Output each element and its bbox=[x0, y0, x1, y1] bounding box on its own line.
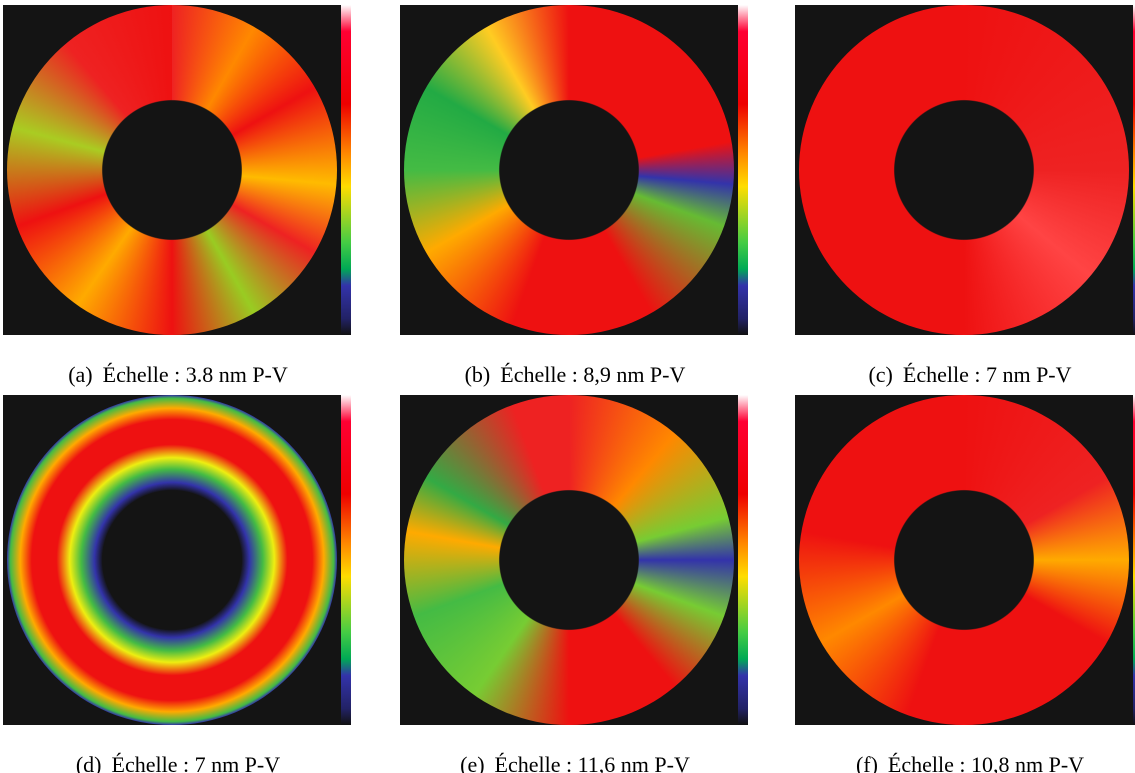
color-scale bbox=[738, 5, 748, 335]
color-scale bbox=[341, 5, 351, 335]
panel: (e) Échelle : 11,6 nm P-V bbox=[400, 395, 760, 773]
annulus bbox=[799, 5, 1129, 335]
panel-label: (c) bbox=[868, 362, 893, 387]
annulus bbox=[7, 395, 337, 725]
panel-label: (f) bbox=[855, 752, 878, 773]
color-scale bbox=[341, 395, 351, 725]
annulus bbox=[7, 5, 337, 335]
surface-map bbox=[400, 395, 738, 725]
color-scale bbox=[738, 395, 748, 725]
caption-text: Échelle : 10,8 nm P-V bbox=[887, 752, 1085, 773]
surface-map bbox=[3, 5, 341, 335]
caption: (d) Échelle : 7 nm P-V bbox=[3, 752, 353, 773]
panel-label: (e) bbox=[460, 752, 485, 773]
caption: (e) Échelle : 11,6 nm P-V bbox=[400, 752, 750, 773]
panel: (a) Échelle : 3.8 nm P-V bbox=[3, 5, 363, 390]
panel: (c) Échelle : 7 nm P-V bbox=[795, 5, 1135, 390]
annulus bbox=[404, 395, 734, 725]
caption-text: Échelle : 7 nm P-V bbox=[111, 752, 281, 773]
panel-label: (d) bbox=[75, 752, 102, 773]
caption-text: Échelle : 3.8 nm P-V bbox=[102, 362, 288, 387]
caption: (f) Échelle : 10,8 nm P-V bbox=[795, 752, 1135, 773]
caption: (b) Échelle : 8,9 nm P-V bbox=[400, 362, 750, 388]
caption-text: Échelle : 8,9 nm P-V bbox=[500, 362, 686, 387]
surface-map bbox=[3, 395, 341, 725]
caption: (a) Échelle : 3.8 nm P-V bbox=[3, 362, 353, 388]
panel-label: (b) bbox=[464, 362, 491, 387]
surface-map bbox=[400, 5, 738, 335]
surface-map bbox=[795, 395, 1133, 725]
panel: (f) Échelle : 10,8 nm P-V bbox=[795, 395, 1135, 773]
color-scale bbox=[1133, 395, 1135, 725]
panel: (d) Échelle : 7 nm P-V bbox=[3, 395, 363, 773]
caption-text: Échelle : 11,6 nm P-V bbox=[494, 752, 690, 773]
annulus bbox=[404, 5, 734, 335]
surface-map bbox=[795, 5, 1133, 335]
panel: (b) Échelle : 8,9 nm P-V bbox=[400, 5, 760, 390]
caption: (c) Échelle : 7 nm P-V bbox=[795, 362, 1135, 388]
panel-label: (a) bbox=[68, 362, 93, 387]
annulus bbox=[799, 395, 1129, 725]
caption-text: Échelle : 7 nm P-V bbox=[902, 362, 1072, 387]
color-scale bbox=[1133, 5, 1135, 335]
